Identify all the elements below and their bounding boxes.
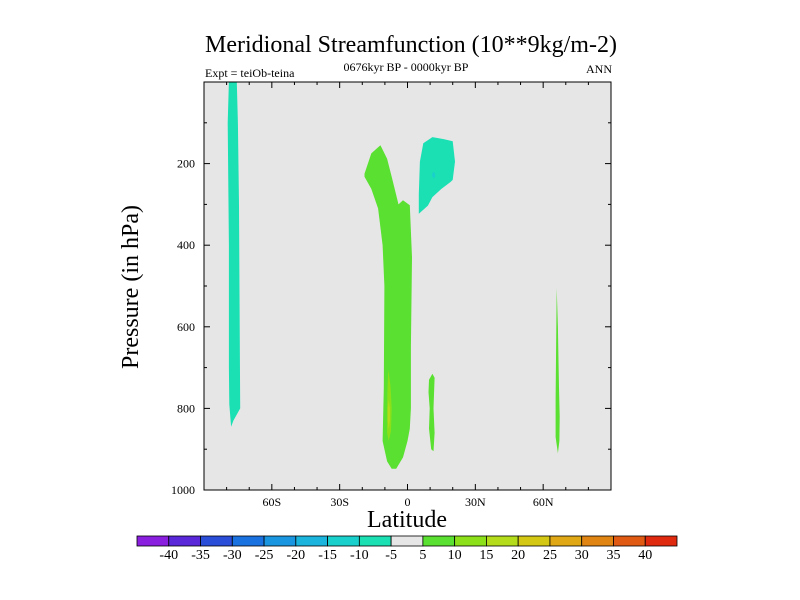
colorbar-swatch: [327, 535, 360, 547]
contour-region-6: [428, 373, 435, 452]
colorbar-swatch: [422, 535, 456, 547]
y-tick-label: 800: [177, 401, 195, 415]
season-label: ANN: [586, 62, 612, 76]
colorbar-swatch: [581, 535, 614, 547]
colorbar-swatch: [517, 535, 551, 547]
y-tick-label: 600: [177, 320, 195, 334]
colorbar-label: 30: [575, 548, 589, 563]
colorbar-swatch: [168, 535, 201, 547]
x-axis-label: Latitude: [367, 507, 447, 533]
colorbar-label: 10: [448, 548, 462, 563]
colorbar-swatch: [200, 535, 233, 547]
colorbar-label: -10: [350, 548, 369, 563]
colorbar-swatch: [454, 535, 487, 547]
colorbar-label: -35: [191, 548, 210, 563]
colorbar-label: -20: [286, 548, 305, 563]
colorbar-swatch: [136, 535, 170, 547]
contour-region-0: [227, 82, 241, 427]
contour-region-4: [418, 137, 455, 214]
colorbar-swatch: [263, 535, 297, 547]
colorbar-label: 15: [479, 548, 493, 563]
x-tick-label: 30S: [330, 495, 349, 509]
y-axis-label: Pressure (in hPa): [118, 205, 144, 369]
contour-region-7: [555, 288, 560, 454]
colorbar-swatch: [390, 535, 424, 547]
y-tick-label: 400: [177, 238, 195, 252]
colorbar-label: -5: [385, 548, 397, 563]
x-tick-label: 60N: [533, 495, 554, 509]
colorbar: -40 -35 -30 -25 -20 -15 -10 -5 5 10 15 20 25 30 35 40: [136, 535, 678, 563]
y-tick-label: 200: [177, 157, 195, 171]
colorbar-label: 40: [638, 548, 652, 563]
y-tick-label: 1000: [171, 483, 195, 497]
x-tick-label: 0: [405, 495, 411, 509]
colorbar-swatch: [486, 535, 519, 547]
colorbar-swatch: [358, 535, 392, 547]
contour-region-1: [364, 145, 412, 469]
colorbar-swatch: [613, 535, 646, 547]
x-tick-label: 30N: [465, 495, 486, 509]
colorbar-label: -30: [223, 548, 242, 563]
experiment-label: Expt = teiOb-teina: [205, 66, 295, 80]
colorbar-label: -25: [255, 548, 274, 563]
colorbar-label: -15: [318, 548, 337, 563]
contour-region-5: [431, 171, 436, 179]
contour-regions: [227, 82, 560, 469]
chart-subtitle: 0676kyr BP - 0000kyr BP: [344, 60, 469, 74]
colorbar-swatch: [644, 535, 678, 547]
x-tick-label: 60S: [262, 495, 281, 509]
colorbar-label: -40: [159, 548, 178, 563]
x-axis-ticks: 60S 30S 0 30N 60N: [226, 82, 589, 509]
colorbar-label: 5: [419, 548, 426, 563]
chart-title: Meridional Streamfunction (10**9kg/m-2): [205, 32, 617, 58]
colorbar-swatch: [549, 535, 583, 547]
y-axis-ticks: 200 400 600 800 1000: [171, 122, 611, 497]
contour-region-3: [387, 400, 390, 429]
colorbar-swatch: [295, 535, 328, 547]
colorbar-swatch: [231, 535, 265, 547]
colorbar-label: 35: [606, 548, 620, 563]
colorbar-label: 20: [511, 548, 525, 563]
colorbar-label: 25: [543, 548, 557, 563]
